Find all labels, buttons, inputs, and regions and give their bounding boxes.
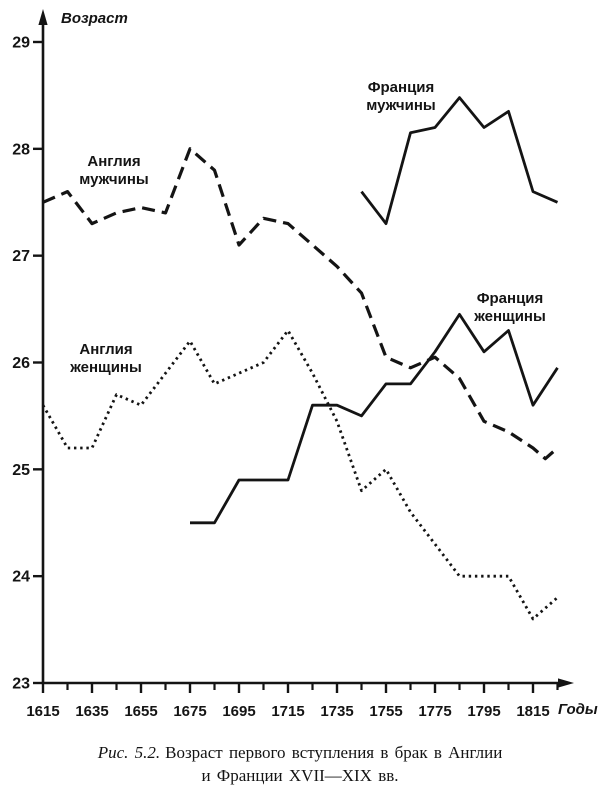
series-lines <box>41 96 559 621</box>
series-line-3 <box>190 312 559 525</box>
x-tick-label: 1695 <box>222 703 255 720</box>
x-tick-label: 1815 <box>516 703 549 720</box>
x-tick-label: 1615 <box>26 703 59 720</box>
y-tick-label: 27 <box>12 248 30 265</box>
series-label-england-men: Англия мужчины <box>68 153 160 189</box>
series-line-0 <box>42 147 559 461</box>
series-label-line: женщины <box>474 308 546 325</box>
series-label-line: Англия <box>79 341 133 358</box>
x-axis-arrow <box>558 678 574 688</box>
y-tick-label: 26 <box>12 355 30 372</box>
y-axis-arrow <box>38 9 48 25</box>
figure-caption: Рис. 5.2. Возраст первого вступления в бр… <box>0 741 600 787</box>
chart-canvas: 23 24 25 26 27 28 29 1615 1635 1655 1675 1695 1715 17… <box>12 9 574 720</box>
x-tick-label: 1795 <box>467 703 500 720</box>
x-tick-label: 1655 <box>124 703 157 720</box>
y-tick-label: 24 <box>12 569 30 586</box>
y-tick-label: 25 <box>12 462 30 479</box>
x-tick-label: 1775 <box>418 703 451 720</box>
x-tick-label: 1755 <box>369 703 402 720</box>
y-tick-label: 28 <box>12 141 30 158</box>
figure-caption-line1: Рис. 5.2. Возраст первого вступления в бр… <box>0 741 600 764</box>
x-tick-label: 1635 <box>75 703 108 720</box>
x-tick-label: 1675 <box>173 703 206 720</box>
figure-caption-text: Возраст первого вступления в брак в Англ… <box>165 743 503 762</box>
series-label-line: Франция <box>367 79 435 96</box>
x-tick-label: 1735 <box>320 703 353 720</box>
figure-caption-line2: и Франции XVII—XIX вв. <box>201 766 399 785</box>
x-tick-label: 1715 <box>271 703 304 720</box>
series-label-line: женщины <box>70 359 142 376</box>
series-label-line: Франция <box>476 290 544 307</box>
x-axis-title: Годы <box>558 701 598 718</box>
axes <box>33 9 574 693</box>
series-label-line: мужчины <box>366 97 436 114</box>
y-tick-label: 29 <box>12 35 30 52</box>
series-label-england-women: Англия женщины <box>60 341 152 377</box>
chart-area: 23 24 25 26 27 28 29 1615 1635 1655 1675 1695 1715 17… <box>12 9 598 720</box>
series-line-2 <box>360 96 559 226</box>
tick-labels: 23 24 25 26 27 28 29 1615 1635 1655 1675 1695 1715 17… <box>12 35 549 720</box>
series-label-france-women: Франция женщины <box>464 290 556 326</box>
figure-number: Рис. 5.2. <box>97 743 161 762</box>
series-label-france-men: Франция мужчины <box>355 79 447 115</box>
series-label-line: Англия <box>87 153 141 170</box>
series-label-line: мужчины <box>79 171 149 188</box>
y-axis-title: Возраст <box>61 10 128 27</box>
y-tick-label: 23 <box>12 676 30 693</box>
